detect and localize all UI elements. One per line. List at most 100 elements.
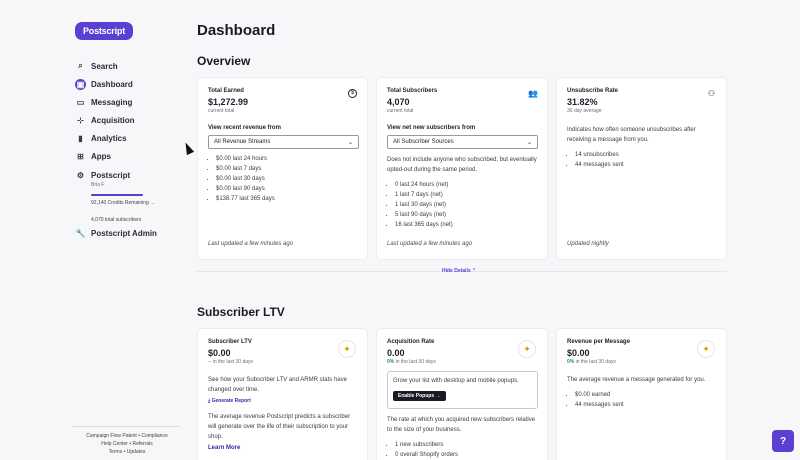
- list-item: 1 last 7 days (net): [395, 190, 537, 200]
- list-item: $0.00 last 7 days: [216, 164, 357, 174]
- footer-line-1[interactable]: Campaign Flow Patent • Compliance: [86, 433, 168, 439]
- credits-progress: [91, 194, 143, 196]
- chat-icon: ▭: [76, 97, 85, 107]
- search-icon: ⌕: [78, 61, 83, 70]
- sparkle-icon: ✦: [697, 340, 715, 358]
- list-item: 0 overall Shopify orders: [395, 450, 537, 460]
- subscriber-ltv-heading: Subscriber LTV: [197, 305, 285, 319]
- subscribers-list: 0 last 24 hours (net) 1 last 7 days (net…: [395, 180, 537, 230]
- card-title: Total Earned: [208, 88, 244, 94]
- list-item: 44 messages sent: [575, 160, 716, 170]
- change-percent: 0%: [387, 359, 395, 365]
- footer-divider: [72, 426, 180, 427]
- sparkle-icon: ✦: [338, 340, 356, 358]
- section-divider: [197, 271, 727, 272]
- sidebar-item-admin[interactable]: 🔧 Postscript Admin: [75, 224, 157, 242]
- learn-more-link[interactable]: Learn More: [208, 445, 241, 451]
- total-subscribers-card: Total Subscribers 👥 4,070 current total …: [376, 77, 548, 260]
- account-section: ⚙ Postscript Bria F 92,140 Credits Remai…: [75, 166, 175, 224]
- acquisition-rate-card: Acquisition Rate ✦ 0.00 0% in the last 3…: [376, 328, 548, 460]
- list-item: $0.00 last 24 hours: [216, 154, 357, 164]
- sidebar-item-acquisition[interactable]: ⊹ Acquisition: [75, 111, 175, 129]
- list-item: 5 last 90 days (net): [395, 210, 537, 220]
- sidebar-item-label: Apps: [91, 151, 111, 161]
- user-minus-icon: ⚇: [707, 89, 716, 98]
- card-sub: current total: [208, 108, 235, 114]
- subscribers-select-label: View net new subscribers from: [387, 125, 476, 131]
- apps-icon: ⊞: [77, 151, 84, 161]
- card-sub: 30 day average: [567, 108, 602, 114]
- card-title: Revenue per Message: [567, 339, 631, 345]
- footer-line-2[interactable]: Help Center • Referrals: [101, 441, 153, 447]
- hide-details-toggle[interactable]: Hide Details ⌃: [442, 268, 477, 274]
- select-value: All Subscriber Sources: [393, 139, 454, 145]
- list-item: $138.77 last 365 days: [216, 194, 357, 204]
- sidebar-item-label: Search: [91, 61, 118, 71]
- enable-popups-button[interactable]: Enable Popups →: [393, 391, 446, 401]
- list-item: 16 last 365 days (net): [395, 220, 537, 230]
- change-percent: 0%: [567, 359, 575, 365]
- sidebar-item-analytics[interactable]: ▮ Analytics: [75, 129, 175, 147]
- sidebar-nav: ⌕ Search ▣ Dashboard ▭ Messaging ⊹ Acqui…: [75, 57, 175, 165]
- card-value: 4,070: [387, 97, 410, 107]
- footer-links: Campaign Flow Patent • Compliance Help C…: [72, 432, 182, 456]
- help-button[interactable]: ?: [772, 430, 794, 452]
- acquisition-list: 1 new subscribers 0 overall Shopify orde…: [395, 440, 537, 460]
- card-value: $0.00: [567, 348, 590, 358]
- card-title: Unsubscribe Rate: [567, 88, 619, 94]
- chevron-down-icon: ⌄: [347, 139, 353, 146]
- popups-promo-text: Grow your list with desktop and mobile p…: [393, 378, 519, 384]
- sidebar-item-label: Postscript Admin: [91, 228, 157, 238]
- sparkle-icon: ✦: [518, 340, 536, 358]
- rpm-note: The average revenue a message generated …: [567, 377, 706, 383]
- credits-progress-fill: [91, 194, 143, 196]
- sidebar-item-label: Dashboard: [91, 79, 133, 89]
- revenue-stream-select[interactable]: All Revenue Streams ⌄: [208, 135, 359, 149]
- revenue-per-message-card: Revenue per Message ✦ $0.00 0% in the la…: [556, 328, 727, 460]
- footer-line-3[interactable]: Terms • Updates: [108, 449, 146, 455]
- postscript-logo[interactable]: Postscript: [75, 22, 133, 40]
- list-item: $0.00 last 90 days: [216, 184, 357, 194]
- wrench-icon: 🔧: [75, 228, 86, 238]
- acquisition-icon: ⊹: [77, 115, 84, 125]
- list-item: 1 last 30 days (net): [395, 200, 537, 210]
- account-user: Bria F: [91, 182, 105, 188]
- total-subscribers-text: 4,070 total subscribers: [91, 217, 142, 223]
- chevron-down-icon: ⌄: [526, 139, 532, 146]
- sidebar-item-apps[interactable]: ⊞ Apps: [75, 147, 175, 165]
- ltv-note: See how your Subscriber LTV and ARMR sta…: [208, 377, 347, 393]
- change-period: in the last 30 days: [574, 359, 616, 365]
- select-value: All Revenue Streams: [214, 139, 271, 145]
- subscriber-ltv-card: Subscriber LTV ✦ $0.00 -- in the last 30…: [197, 328, 368, 460]
- gear-icon: ⚙: [76, 170, 85, 180]
- subscribers-note: Does not include anyone who subscribed, …: [387, 157, 537, 173]
- account-name: Postscript: [91, 170, 131, 180]
- card-title: Acquisition Rate: [387, 339, 435, 345]
- sidebar-item-dashboard[interactable]: ▣ Dashboard: [75, 75, 175, 93]
- ltv-description: The average revenue Postscript predicts …: [208, 414, 351, 440]
- rpm-list: $0.00 earned 44 messages sent: [575, 390, 716, 410]
- users-icon: 👥: [528, 89, 538, 98]
- change-period: in the last 30 days: [394, 359, 436, 365]
- credits-remaining-link[interactable]: 92,140 Credits Remaining →: [91, 200, 156, 206]
- popups-promo: Grow your list with desktop and mobile p…: [387, 371, 538, 409]
- unsub-list: 14 unsubscribes 44 messages sent: [575, 150, 716, 170]
- card-value: 0.00: [387, 348, 405, 358]
- card-title: Subscriber LTV: [208, 339, 252, 345]
- generate-report-link[interactable]: ⤓ Generate Report: [208, 398, 251, 404]
- dollar-icon: $: [348, 89, 357, 98]
- analytics-icon: ▮: [78, 133, 83, 143]
- unsubscribe-rate-card: Unsubscribe Rate ⚇ 31.82% 30 day average…: [556, 77, 727, 260]
- sidebar-item-label: Acquisition: [91, 115, 135, 125]
- subscriber-source-select[interactable]: All Subscriber Sources ⌄: [387, 135, 538, 149]
- account-name-row[interactable]: ⚙ Postscript: [75, 166, 175, 184]
- card-title: Total Subscribers: [387, 88, 438, 94]
- sidebar-item-search[interactable]: ⌕ Search: [75, 57, 175, 75]
- card-value: $1,272.99: [208, 97, 249, 107]
- main-content: Dashboard Overview Total Earned $ $1,272…: [180, 0, 800, 460]
- card-value: $0.00: [208, 348, 231, 358]
- sidebar-item-messaging[interactable]: ▭ Messaging: [75, 93, 175, 111]
- card-sub: -- in the last 30 days: [208, 359, 254, 365]
- card-sub: current total: [387, 108, 414, 114]
- last-updated: Updated nightly: [567, 241, 609, 247]
